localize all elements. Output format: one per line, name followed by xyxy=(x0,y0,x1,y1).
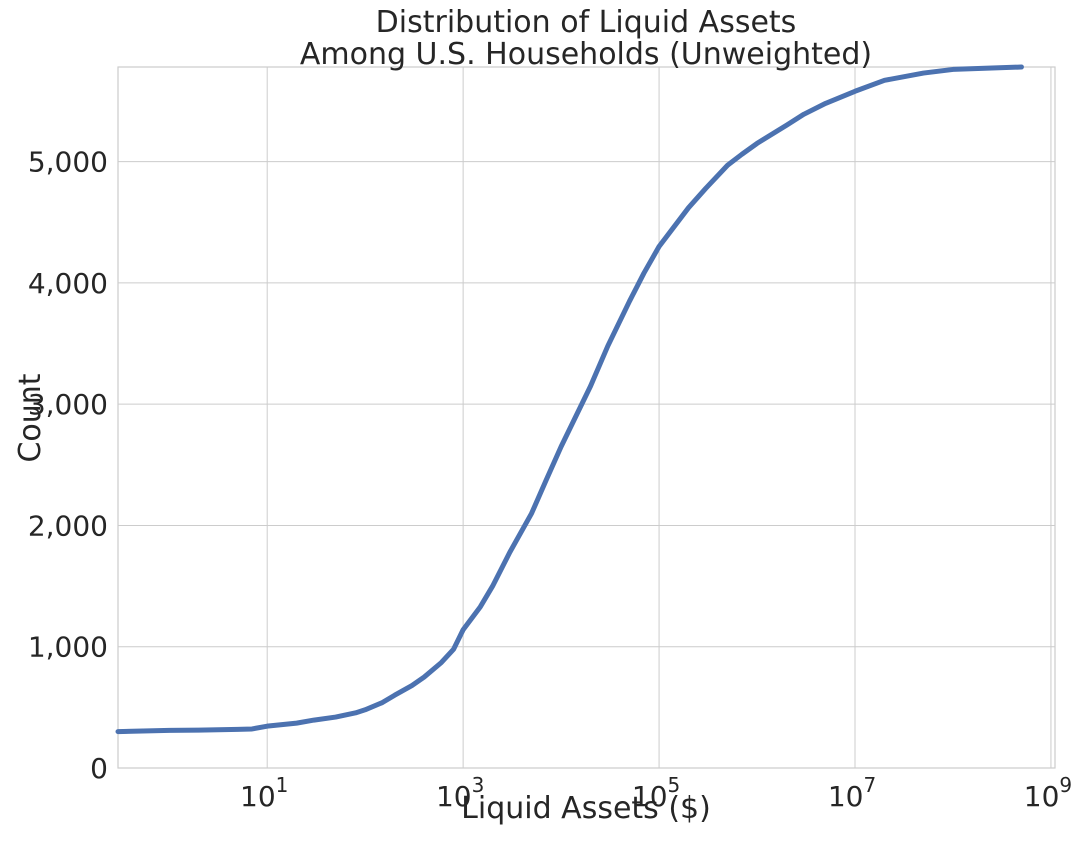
x-tick-exponent: 5 xyxy=(668,773,681,797)
x-tick-exponent: 3 xyxy=(472,773,485,797)
cdf-series-line xyxy=(115,64,1024,735)
y-tick-label: 1,000 xyxy=(28,631,108,664)
y-axis-label: Count xyxy=(13,373,48,462)
chart-title-line-1: Distribution of Liquid Assets xyxy=(376,5,797,40)
y-tick-label: 3,000 xyxy=(28,388,108,421)
x-axis-label: Liquid Assets ($) xyxy=(461,791,711,826)
grid-layer xyxy=(118,67,1055,769)
x-tick-exponent: 1 xyxy=(276,773,289,797)
series-layer xyxy=(115,64,1024,735)
x-tick-label: 107 xyxy=(828,773,876,813)
x-tick-label: 109 xyxy=(1024,773,1071,813)
y-tick-label: 5,000 xyxy=(28,146,108,179)
x-tick-exponent: 7 xyxy=(863,773,876,797)
y-tick-label: 2,000 xyxy=(28,509,108,542)
x-tick-exponent: 9 xyxy=(1059,773,1071,797)
y-tick-label: 0 xyxy=(90,752,108,785)
x-tick-label: 101 xyxy=(240,773,288,813)
chart-title-line-2: Among U.S. Households (Unweighted) xyxy=(300,37,872,72)
y-tick-label: 4,000 xyxy=(28,267,108,300)
plot-area-frame xyxy=(117,66,1056,769)
